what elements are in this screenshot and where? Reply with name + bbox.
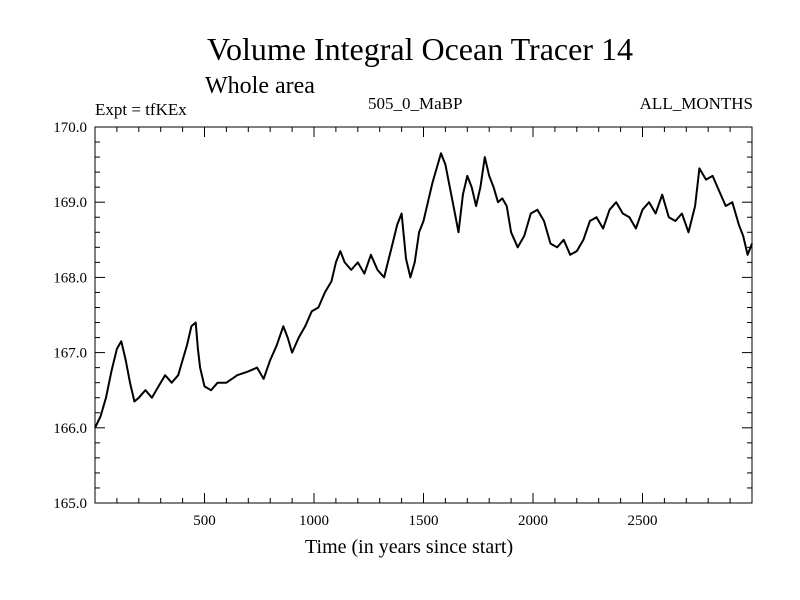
x-tick-label: 2500 [628, 513, 658, 529]
months-label: ALL_MONTHS [639, 94, 753, 113]
y-tick-label: 165.0 [53, 496, 87, 512]
period-label: 505_0_MaBP [368, 94, 463, 113]
x-axis-label: Time (in years since start) [305, 536, 514, 558]
chart-title: Volume Integral Ocean Tracer 14 [207, 31, 633, 67]
series-line [94, 152, 753, 429]
y-tick-label: 166.0 [53, 421, 87, 437]
plot-frame [94, 126, 753, 504]
y-tick-label: 170.0 [53, 120, 87, 136]
experiment-label: Expt = tfKEx [95, 100, 187, 119]
x-tick-label: 1500 [409, 513, 439, 529]
chart-subtitle: Whole area [205, 73, 315, 99]
x-tick-label: 500 [193, 513, 216, 529]
y-tick-label: 169.0 [53, 195, 87, 211]
y-tick-label: 167.0 [53, 346, 87, 362]
x-tick-label: 2000 [518, 513, 548, 529]
x-tick-label: 1000 [299, 513, 329, 529]
y-tick-label: 168.0 [53, 270, 87, 286]
